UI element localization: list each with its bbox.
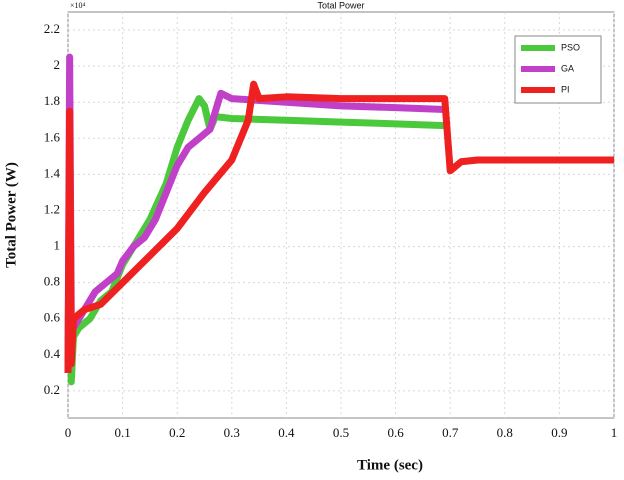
y-tick-label: 0.6 [44,310,61,325]
y-tick-label: 1.2 [44,201,60,216]
x-axis-label: Time (sec) [357,457,423,473]
legend: PSO GA PI [514,35,602,104]
y-tick-label: 0.8 [44,274,60,289]
y-exponent: ×10⁴ [70,1,86,10]
y-tick-label: 2 [54,57,61,72]
x-tick-label: 0.2 [169,425,185,440]
y-tick-label: 1.6 [44,129,61,144]
y-tick-label: 1 [54,238,61,253]
x-tick-label: 0.3 [224,425,240,440]
x-tick-label: 1 [611,425,618,440]
chart-title: Total Power [317,0,364,10]
y-tick-label: 0.2 [44,382,60,397]
legend-label: PSO [561,42,580,52]
y-tick-label: 1.4 [44,165,61,180]
legend-label: PI [561,84,570,94]
legend-label: GA [561,63,574,73]
x-tick-label: 0.9 [551,425,567,440]
x-tick-label: 0.1 [114,425,130,440]
y-tick-label: 0.4 [44,346,61,361]
x-tick-label: 0.5 [333,425,349,440]
x-tick-label: 0.8 [497,425,513,440]
x-tick-label: 0.7 [442,425,459,440]
x-tick-label: 0 [65,425,72,440]
y-axis-label: Total Power (W) [3,162,19,268]
y-tick-label: 1.8 [44,93,60,108]
x-tick-label: 0.4 [278,425,295,440]
series-line [64,80,614,373]
x-tick-label: 0.6 [387,425,404,440]
y-tick-label: 2.2 [44,21,60,36]
